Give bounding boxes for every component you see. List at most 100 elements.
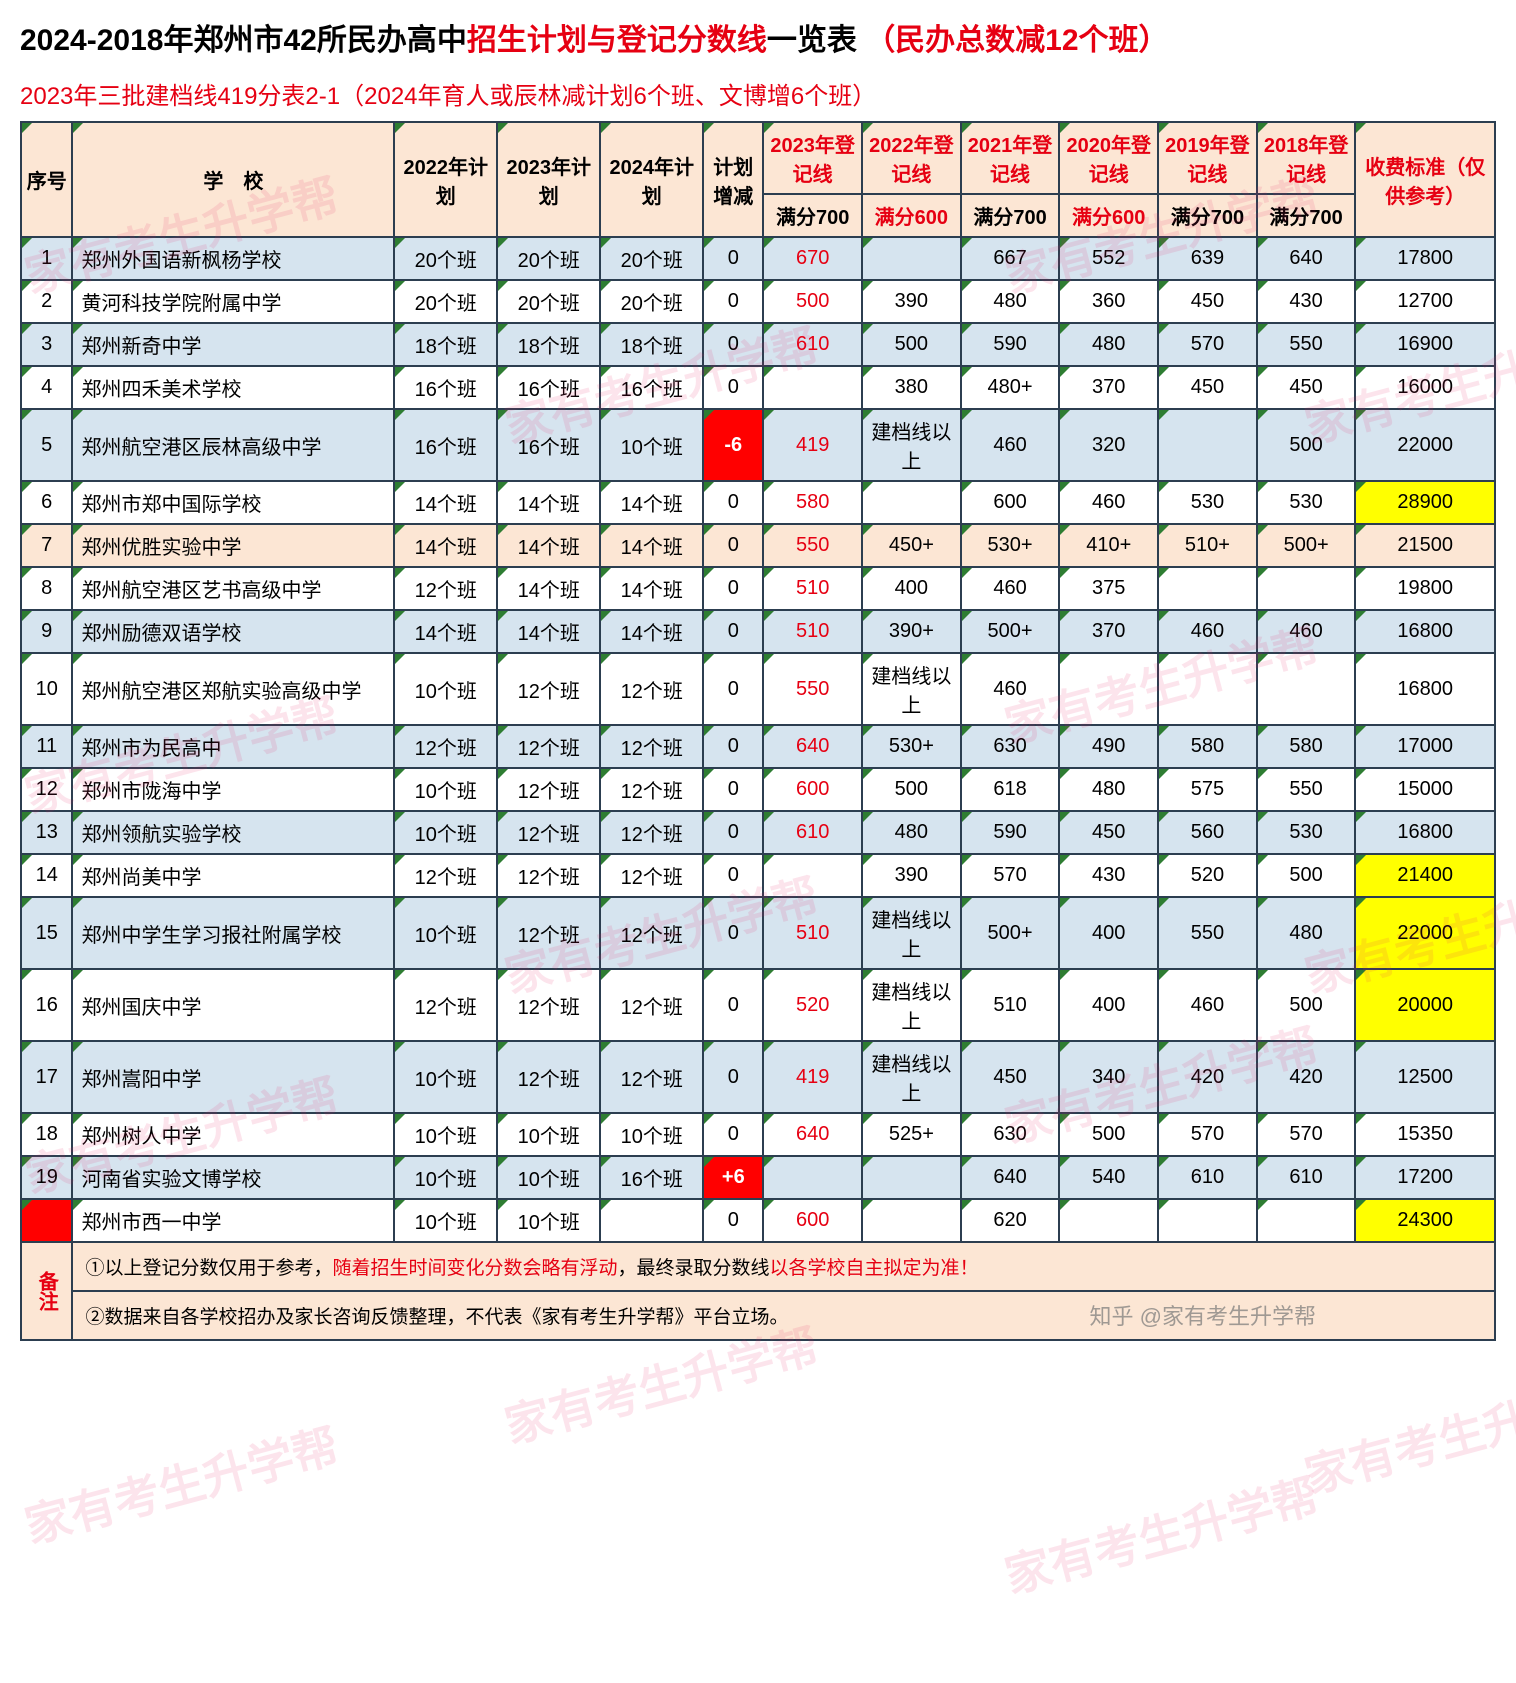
column-header: 满分700: [763, 194, 862, 237]
cell: 12个班: [497, 897, 600, 969]
cell: [763, 854, 862, 897]
cell: 12个班: [497, 653, 600, 725]
column-header: 2023年登记线: [763, 122, 862, 194]
cell: 600: [763, 1199, 862, 1242]
column-header: 2019年登记线: [1158, 122, 1257, 194]
table-row: 10郑州航空港区郑航实验高级中学10个班12个班12个班0550建档线以上460…: [21, 653, 1495, 725]
school-cell: 郑州中学生学习报社附属学校: [72, 897, 394, 969]
cell: [1158, 1199, 1257, 1242]
subtitle: 2023年三批建档线419分表2-1（2024年育人或辰林减计划6个班、文博增6…: [20, 76, 1496, 111]
seq-cell: 10: [21, 653, 72, 725]
cell: [763, 366, 862, 409]
cell: 20个班: [600, 280, 703, 323]
school-cell: 黄河科技学院附属中学: [72, 280, 394, 323]
cell: 500: [862, 768, 961, 811]
cell: 450: [1059, 811, 1158, 854]
cell: 500+: [961, 897, 1060, 969]
cell: 10个班: [394, 1156, 497, 1199]
cell: 16个班: [600, 1156, 703, 1199]
cell: 390+: [862, 610, 961, 653]
cell: 560: [1158, 811, 1257, 854]
cell: [1059, 1199, 1158, 1242]
cell: 20个班: [394, 237, 497, 280]
column-header: 2018年登记线: [1257, 122, 1356, 194]
cell: 12个班: [497, 768, 600, 811]
cell: 450: [1257, 366, 1356, 409]
cell: 16个班: [600, 366, 703, 409]
page-title: 2024-2018年郑州市42所民办高中招生计划与登记分数线一览表 （民办总数减…: [20, 20, 1496, 62]
cell: 18个班: [497, 323, 600, 366]
cell: 530: [1158, 481, 1257, 524]
cell: 450: [961, 1041, 1060, 1113]
cell: 10个班: [600, 1113, 703, 1156]
table-row: 7郑州优胜实验中学14个班14个班14个班0550450+530+410+510…: [21, 524, 1495, 567]
cell: 14个班: [497, 610, 600, 653]
cell: 590: [961, 323, 1060, 366]
school-cell: 郑州市为民高中: [72, 725, 394, 768]
cell: 460: [961, 567, 1060, 610]
cell: 480: [862, 811, 961, 854]
cell: 16个班: [497, 409, 600, 481]
school-cell: 郑州树人中学: [72, 1113, 394, 1156]
seq-cell: 15: [21, 897, 72, 969]
fee-cell: 21400: [1355, 854, 1495, 897]
cell: 16个班: [497, 366, 600, 409]
cell: [1158, 409, 1257, 481]
cell: 550: [1158, 897, 1257, 969]
cell: 14个班: [497, 567, 600, 610]
cell: 12个班: [600, 1041, 703, 1113]
cell: [862, 1199, 961, 1242]
cell: 建档线以上: [862, 897, 961, 969]
cell: 640: [763, 725, 862, 768]
cell: 12个班: [497, 854, 600, 897]
cell: 10个班: [600, 409, 703, 481]
cell: 14个班: [600, 481, 703, 524]
fee-cell: 17000: [1355, 725, 1495, 768]
cell: 10个班: [394, 1199, 497, 1242]
cell: 500: [763, 280, 862, 323]
cell: 430: [1059, 854, 1158, 897]
column-header: 计划增减: [703, 122, 763, 237]
table-row: 16郑州国庆中学12个班12个班12个班0520建档线以上51040046050…: [21, 969, 1495, 1041]
column-header: 2021年登记线: [961, 122, 1060, 194]
cell: 0: [703, 897, 763, 969]
cell: 450: [1158, 366, 1257, 409]
table-row: 1郑州外国语新枫杨学校20个班20个班20个班06706675526396401…: [21, 237, 1495, 280]
cell: 10个班: [394, 1113, 497, 1156]
cell: 0: [703, 854, 763, 897]
table-row: 5郑州航空港区辰林高级中学16个班16个班10个班-6419建档线以上46032…: [21, 409, 1495, 481]
cell: 12个班: [394, 725, 497, 768]
fee-cell: 17200: [1355, 1156, 1495, 1199]
cell: 490: [1059, 725, 1158, 768]
school-cell: 郑州优胜实验中学: [72, 524, 394, 567]
cell: 14个班: [497, 524, 600, 567]
cell: 610: [1158, 1156, 1257, 1199]
cell: 580: [763, 481, 862, 524]
cell: 520: [763, 969, 862, 1041]
cell: 20个班: [497, 237, 600, 280]
school-cell: 郑州航空港区郑航实验高级中学: [72, 653, 394, 725]
cell: 520: [1158, 854, 1257, 897]
cell: 320: [1059, 409, 1158, 481]
cell: 550: [763, 653, 862, 725]
cell: 12个班: [600, 811, 703, 854]
footnote-label: 备注: [21, 1242, 72, 1340]
cell: 460: [961, 653, 1060, 725]
cell: +6: [703, 1156, 763, 1199]
cell: 460: [1257, 610, 1356, 653]
cell: 12个班: [394, 854, 497, 897]
cell: 500+: [961, 610, 1060, 653]
cell: 12个班: [497, 725, 600, 768]
cell: 12个班: [394, 567, 497, 610]
fee-cell: 28900: [1355, 481, 1495, 524]
cell: 14个班: [600, 567, 703, 610]
cell: 建档线以上: [862, 969, 961, 1041]
cell: 460: [1059, 481, 1158, 524]
cell: 480: [1059, 768, 1158, 811]
cell: 12个班: [600, 768, 703, 811]
seq-cell: 4: [21, 366, 72, 409]
cell: 570: [1158, 1113, 1257, 1156]
cell: 14个班: [600, 610, 703, 653]
cell: 10个班: [394, 653, 497, 725]
watermark: 家有考生升学帮: [1297, 1359, 1516, 1506]
